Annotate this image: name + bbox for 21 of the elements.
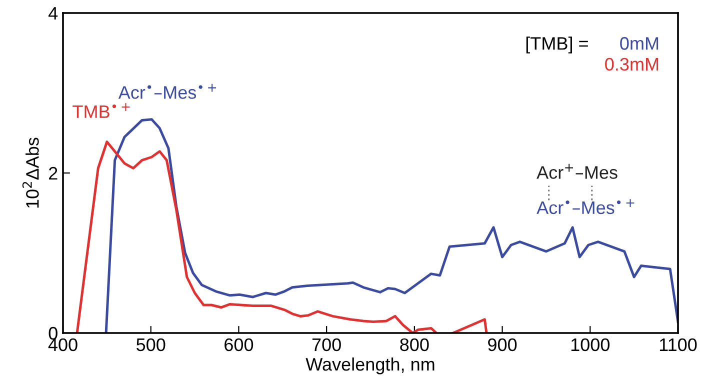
x-tick-label: 600: [224, 338, 254, 352]
annotation: TMB$^{•+}$: [72, 103, 130, 118]
x-tick-label: 500: [136, 338, 166, 352]
x-axis-title: Wavelength, nm: [306, 357, 434, 374]
text: 0mM: [620, 37, 658, 50]
y-tick-label: 0: [48, 326, 58, 340]
y-tick-label: 2: [49, 166, 58, 180]
x-tick-label: 1000: [571, 338, 610, 352]
line-series: [104, 118, 678, 333]
x-tick-label: 400: [48, 338, 78, 352]
x-tick-label: 1100: [660, 338, 697, 352]
x-tick-label: 700: [312, 338, 341, 352]
legend-title: [TMB] =: [526, 36, 588, 54]
x-tick-label: 800: [400, 338, 429, 352]
y-tick-label: 4: [48, 7, 58, 20]
annotation: Acr$^{+}$–Mes: [536, 164, 618, 179]
annotation: Acr$^{•}$–Mes$^{•+}$: [536, 199, 634, 214]
y-axis-title: 10$^{2}$ΔAbs: [22, 138, 39, 208]
text: 0.3mM: [605, 58, 658, 71]
x-tick-label: 900: [488, 338, 517, 352]
annotation: Acr$^{•}$–Mes$^{•+}$: [118, 84, 216, 99]
